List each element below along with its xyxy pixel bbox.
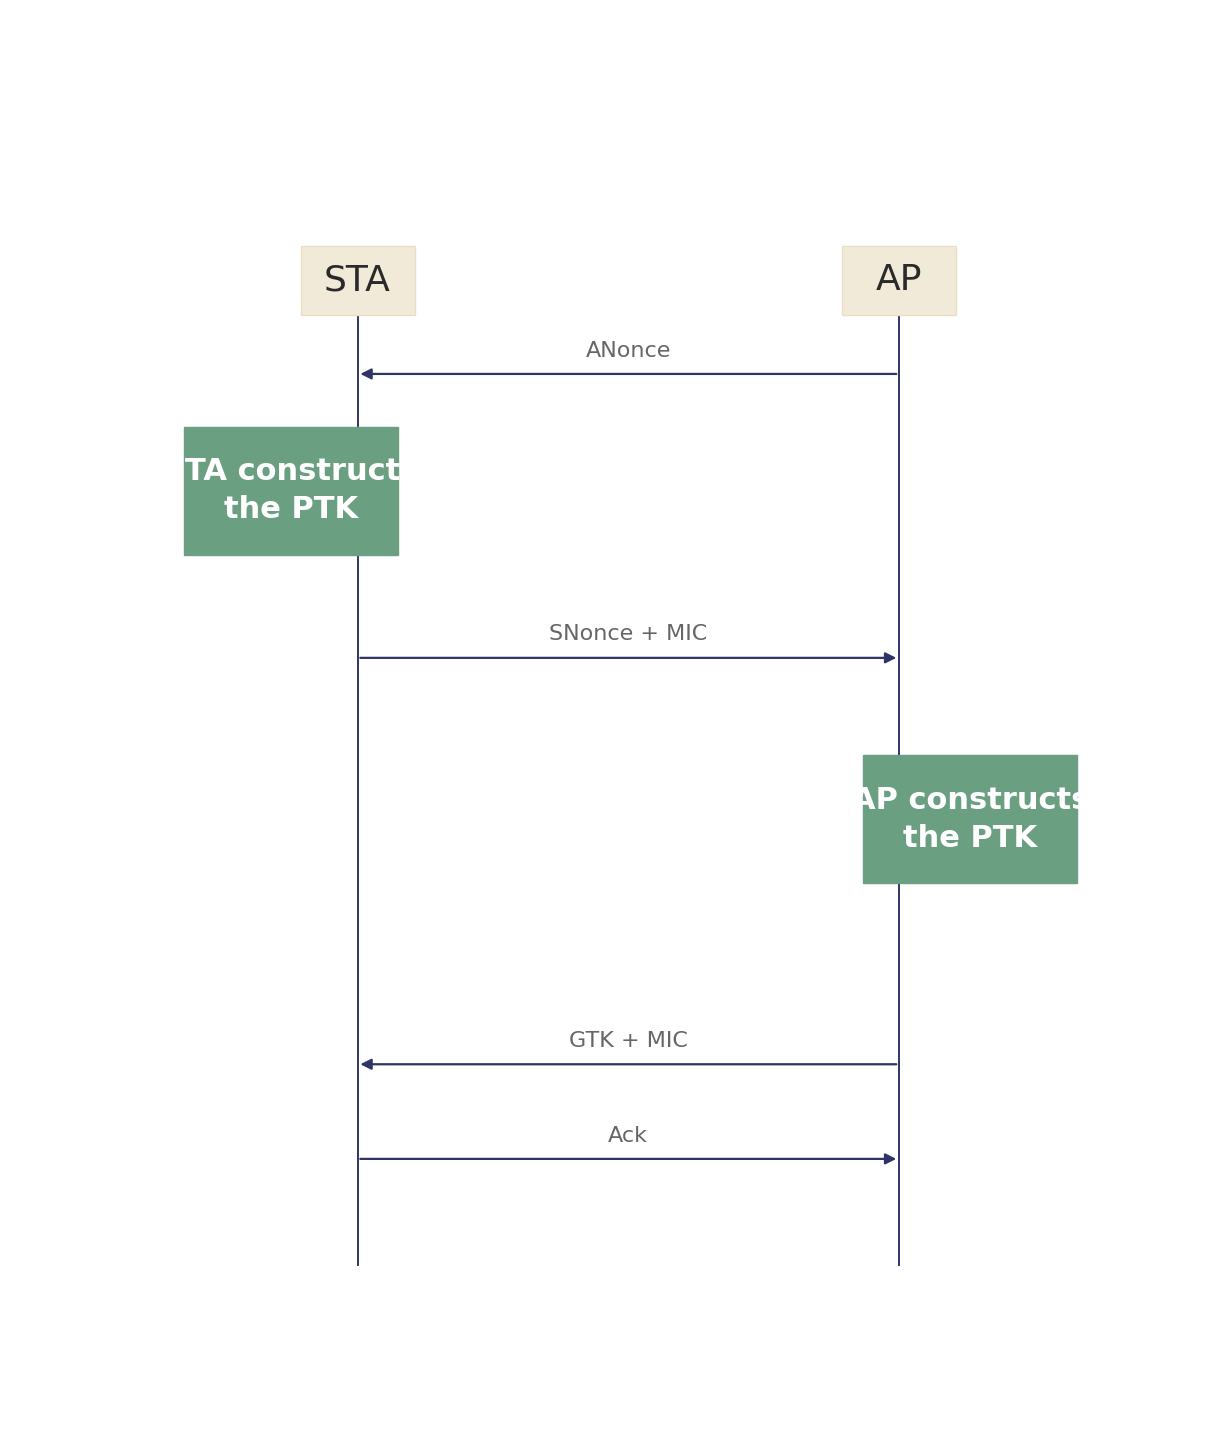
Text: STA constructs
the PTK: STA constructs the PTK xyxy=(163,457,419,525)
FancyBboxPatch shape xyxy=(300,246,414,315)
Text: STA: STA xyxy=(324,263,391,298)
Text: ANonce: ANonce xyxy=(586,341,671,360)
Text: AP constructs
the PTK: AP constructs the PTK xyxy=(852,785,1089,853)
FancyBboxPatch shape xyxy=(863,755,1078,884)
Text: Ack: Ack xyxy=(608,1125,649,1145)
Text: AP: AP xyxy=(875,263,922,298)
FancyBboxPatch shape xyxy=(184,427,398,555)
Text: SNonce + MIC: SNonce + MIC xyxy=(549,625,707,645)
Text: GTK + MIC: GTK + MIC xyxy=(569,1031,688,1051)
FancyBboxPatch shape xyxy=(842,246,956,315)
